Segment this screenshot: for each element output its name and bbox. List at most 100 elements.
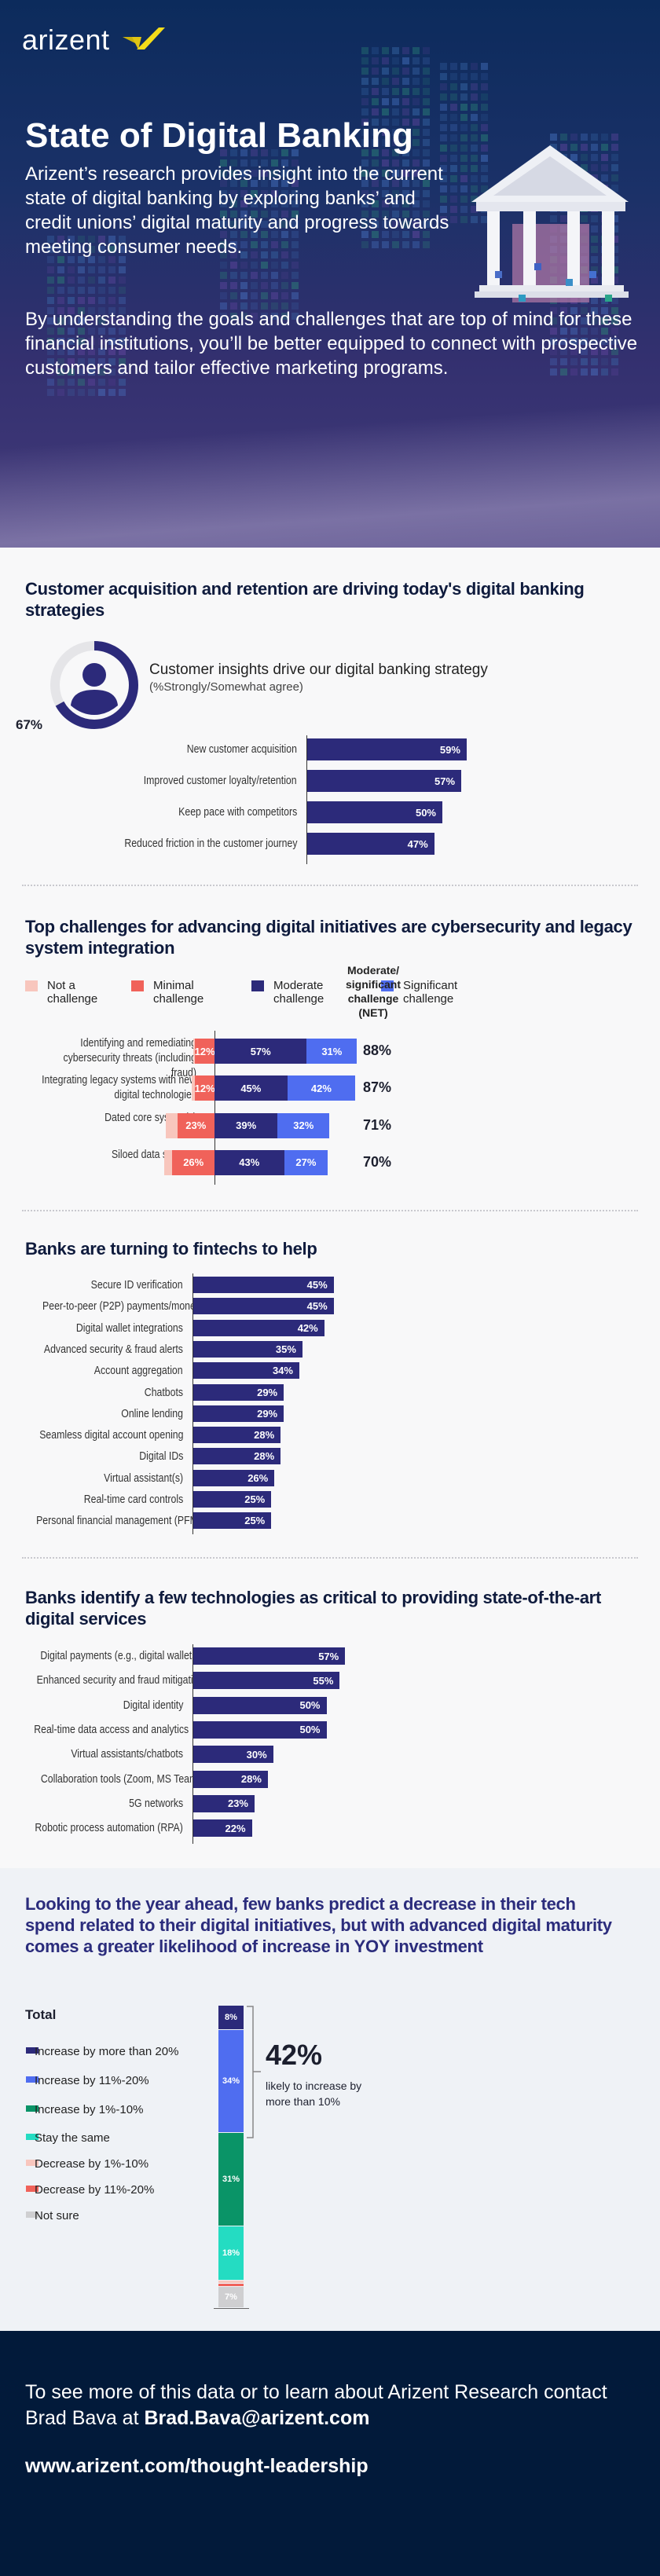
callout-value: 42% [266,2039,323,2071]
pixel-block [78,246,85,253]
pixel-block [57,236,64,243]
pixel-block [78,328,85,335]
pixel-block [68,287,75,294]
pixel-block [591,236,598,243]
pixel-block [402,88,409,95]
pixel-block [471,216,478,223]
pixel-block [361,139,368,146]
pixel-block [281,170,288,177]
pixel-block [471,73,478,80]
pixel-block [119,358,126,365]
bar-label: Real-time card controls [0,1491,183,1508]
pixel-block [591,368,598,376]
pixel-block [450,196,457,203]
pixel-block [78,297,85,304]
bar-label-text: Seamless digital account opening [38,1428,183,1442]
pixel-block [57,317,64,324]
pixel-block [57,348,64,355]
pixel-block [560,338,567,345]
pixel-block [108,348,116,355]
pixel-block [611,297,618,304]
pixel-block [240,292,248,299]
pixel-block [382,149,389,156]
pixel-block [591,348,598,355]
pixel-block [440,165,447,172]
pixel-block [591,307,598,314]
pixel-block [240,313,248,320]
pixel-block [402,119,409,126]
pixel-block [372,241,379,248]
pixel-block [611,174,618,181]
pixel-block [423,139,430,146]
pixel-block [460,175,468,182]
pixel-block [412,149,420,156]
pixel-block [460,73,468,80]
pixel-block [220,180,227,187]
pixel-block [382,231,389,238]
pixel-block [78,379,85,386]
pixel-block [251,200,258,207]
bar-label: Real-time data access and analytics [0,1721,189,1739]
pixel-block [57,328,64,335]
pixel-block [47,358,54,365]
pixel-block [570,358,578,365]
pixel-block [98,389,105,396]
pixel-block [440,114,447,121]
bar-label-text: Personal financial management (PFM) [36,1514,201,1528]
website-link[interactable]: www.arizent.com/thought-leadership [25,2455,368,2477]
pixel-block [240,190,248,197]
bar-label-text: Integrating legacy systems with new digi… [42,1073,196,1102]
pixel-block [402,108,409,115]
pixel-block [261,251,268,258]
segment-significant: 31% [306,1039,358,1064]
pixel-block [402,231,409,238]
pixel-block [423,170,430,177]
pixel-block [591,277,598,284]
pixel-block [481,216,488,223]
pixel-block [601,134,608,141]
pixel-block [372,47,379,54]
pixel-block [68,368,75,376]
pixel-block [88,358,95,365]
pixel-block [78,317,85,324]
pixel-block [68,266,75,273]
pixel-block [591,297,598,304]
pixel-block [372,129,379,136]
pixel-block [423,241,430,248]
bar-label: Virtual assistants/chatbots [0,1746,183,1763]
pixel-block [361,129,368,136]
bar-label: Collaboration tools (Zoom, MS Teams, etc… [0,1771,226,1788]
pixel-block [440,175,447,182]
pixel-block [119,389,126,396]
pixel-block [423,57,430,64]
pixel-block [392,170,399,177]
pixel-block [550,307,557,314]
pixel-block [423,180,430,187]
pixel-block [361,190,368,197]
bar: 34% [193,1362,299,1380]
segment-minimal: 12% [195,1039,215,1064]
bar: 25% [193,1512,272,1530]
pixel-block [220,292,227,299]
pixel-block [108,389,116,396]
pixel-block [108,266,116,273]
pixel-block [450,175,457,182]
pixel-block [601,144,608,151]
bar-label-text: Identifying and remediating cybersecurit… [63,1036,197,1079]
pixel-block [78,389,85,396]
section-title-technologies: Banks identify a few technologies as cri… [25,1588,601,1629]
pixel-block [471,83,478,90]
pixel-block [47,317,54,324]
segment-minimal: 26% [172,1149,214,1175]
pixel-block [570,338,578,345]
pixel-block [251,180,258,187]
person-icon [71,663,118,715]
pixel-block [591,144,598,151]
pixel-block [460,83,468,90]
pixel-block [251,159,258,167]
pixel-block [402,170,409,177]
pixel-block [78,277,85,284]
email-link[interactable]: Brad.Bava@arizent.com [144,2407,370,2429]
pixel-block [108,338,116,345]
pixel-block [251,190,258,197]
